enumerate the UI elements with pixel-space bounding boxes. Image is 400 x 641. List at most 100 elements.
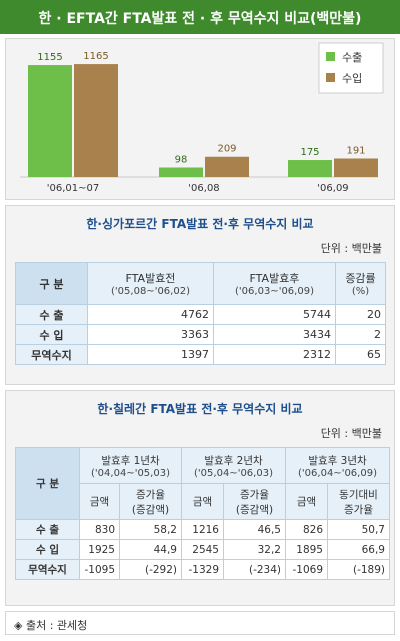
cell-after: 3434: [213, 324, 336, 345]
header-before-period: ('05,08~'06,02): [111, 286, 190, 297]
cell-value: 46,5: [223, 519, 286, 540]
header-year2: 발효후 2년차 ('05,04~'06,03): [181, 447, 286, 484]
header-category: 구 분: [15, 447, 80, 520]
source-text: 출처 : 관세청: [25, 619, 88, 632]
bar-export: [159, 167, 203, 177]
bar-import: [74, 64, 118, 177]
subheader-change-amount: (증감액): [235, 503, 274, 516]
cell-value: 50,7: [327, 519, 390, 540]
cell-value: 1895: [285, 539, 328, 560]
data-label: 1155: [37, 52, 62, 63]
subheader-yoy-b: 증가율: [344, 503, 373, 516]
bar-export: [28, 65, 72, 177]
subheader-amount: 금액: [79, 483, 120, 520]
chart-panel: 1155 1165 98 209 175 191 '06,01~07 '06,08 '06,0…: [5, 38, 395, 200]
header-year1-period: ('04,04~'05,03): [91, 467, 170, 479]
row-label: 수 입: [15, 539, 80, 560]
header-after-main: FTA발효후: [249, 272, 300, 285]
cell-before: 1397: [87, 344, 214, 365]
row-label: 수 입: [15, 324, 88, 345]
cell-value: (-189): [327, 559, 390, 580]
subheader-change-amount: (증감액): [131, 503, 170, 516]
cell-value: 826: [285, 519, 328, 540]
legend-swatch: [326, 73, 335, 82]
diamond-bullet-icon: ◈: [14, 619, 23, 632]
cell-value: 2545: [181, 539, 224, 560]
cell-value: -1329: [181, 559, 224, 580]
table-header-row: 구 분 FTA발효전 ('05,08~'06,02) FTA발효후 ('06,0…: [15, 262, 386, 305]
header-year2-period: ('05,04~'06,03): [194, 467, 273, 479]
data-label: 175: [300, 147, 319, 158]
cell-value: 32,2: [223, 539, 286, 560]
cell-value: 1216: [181, 519, 224, 540]
header-before-main: FTA발효전: [125, 272, 176, 285]
header-rate: 증감률 (%): [335, 262, 386, 305]
subheader-amount: 금액: [181, 483, 224, 520]
cell-rate: 2: [335, 324, 386, 345]
cell-value: (-292): [119, 559, 182, 580]
page-title: 한 · EFTA간 FTA발표 전 · 후 무역수지 비교(백만불): [38, 11, 362, 27]
data-label: 191: [346, 145, 365, 156]
header-rate-unit: (%): [351, 286, 370, 297]
data-label: 1165: [83, 51, 108, 62]
x-tick-label: '06,09: [317, 183, 348, 194]
table-header-row: 구 분 발효후 1년차 ('04,04~'05,03) 발효후 2년차 ('05…: [15, 447, 390, 520]
data-label: 209: [217, 144, 236, 155]
x-tick-label: '06,01~07: [47, 183, 99, 194]
header-year3-main: 발효후 3년차: [308, 454, 367, 467]
subheader-change: 증가율 (증감액): [223, 483, 286, 520]
source-note: ◈ 출처 : 관세청: [5, 611, 395, 635]
cell-value: (-234): [223, 559, 286, 580]
header-after-period: ('06,03~'06,09): [235, 286, 314, 297]
subheader-yoy: 동기대비 증가율: [327, 483, 390, 520]
singapore-table: 구 분 FTA발효전 ('05,08~'06,02) FTA발효후 ('06,0…: [15, 262, 386, 365]
legend-label: 수입: [342, 72, 362, 85]
subheader-change-rate: 증가율: [136, 488, 165, 501]
row-label: 수 출: [15, 304, 88, 325]
bar-import: [334, 158, 378, 177]
table-row: 수 출 4762 5744 20: [15, 304, 386, 325]
subheader-change: 증가율 (증감액): [119, 483, 182, 520]
header-year2-main: 발효후 2년차: [204, 454, 263, 467]
singapore-unit: 단위 : 백만불: [320, 242, 382, 255]
cell-after: 2312: [213, 344, 336, 365]
cell-value: 44,9: [119, 539, 182, 560]
cell-before: 4762: [87, 304, 214, 325]
singapore-panel: 한·싱가포르간 FTA발표 전·후 무역수지 비교 단위 : 백만불 구 분 F…: [5, 205, 395, 385]
header-year3-period: ('06,04~'06,09): [298, 467, 377, 479]
legend-box: [318, 42, 384, 94]
cell-value: 66,9: [327, 539, 390, 560]
cell-value: 1925: [79, 539, 120, 560]
header-category: 구 분: [15, 262, 88, 305]
table-row: 수 입 1925 44,9 2545 32,2 1895 66,9: [15, 539, 390, 560]
header-year3: 발효후 3년차 ('06,04~'06,09): [285, 447, 390, 484]
subheader-change-rate: 증가율: [240, 488, 269, 501]
row-label: 무역수지: [15, 344, 88, 365]
legend-swatch: [326, 52, 335, 61]
table-row: 무역수지 -1095 (-292) -1329 (-234) -1069 (-1…: [15, 559, 390, 580]
cell-value: 830: [79, 519, 120, 540]
header-after: FTA발효후 ('06,03~'06,09): [213, 262, 336, 305]
chile-table: 구 분 발효후 1년차 ('04,04~'05,03) 발효후 2년차 ('05…: [15, 447, 390, 580]
cell-before: 3363: [87, 324, 214, 345]
table-row: 수 출 830 58,2 1216 46,5 826 50,7: [15, 519, 390, 540]
x-tick-label: '06,08: [188, 183, 219, 194]
row-label: 수 출: [15, 519, 80, 540]
row-label: 무역수지: [15, 559, 80, 580]
bar-export: [288, 160, 332, 177]
cell-value: -1069: [285, 559, 328, 580]
cell-rate: 20: [335, 304, 386, 325]
cell-rate: 65: [335, 344, 386, 365]
bar-chart: 1155 1165 98 209 175 191 '06,01~07 '06,08 '06,0…: [20, 42, 384, 194]
header-year1-main: 발효후 1년차: [101, 454, 160, 467]
cell-after: 5744: [213, 304, 336, 325]
cell-value: -1095: [79, 559, 120, 580]
subheader-yoy-a: 동기대비: [339, 488, 378, 501]
header-year1: 발효후 1년차 ('04,04~'05,03): [79, 447, 182, 484]
header-before: FTA발효전 ('05,08~'06,02): [87, 262, 214, 305]
chile-title: 한·칠레간 FTA발표 전·후 무역수지 비교: [97, 402, 303, 416]
chile-panel: 한·칠레간 FTA발표 전·후 무역수지 비교 단위 : 백만불 구 분 발효후…: [5, 390, 395, 606]
singapore-title: 한·싱가포르간 FTA발표 전·후 무역수지 비교: [86, 217, 314, 231]
bar-import: [205, 156, 249, 177]
table-row: 무역수지 1397 2312 65: [15, 344, 386, 365]
